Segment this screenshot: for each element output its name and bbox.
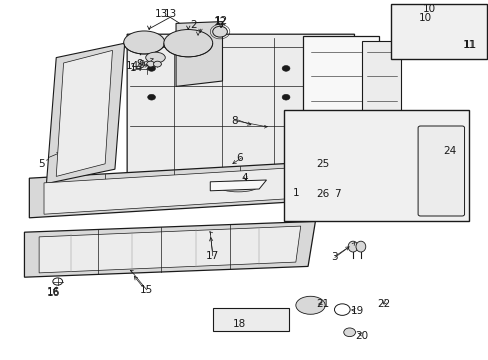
Ellipse shape: [218, 181, 257, 192]
Polygon shape: [56, 50, 112, 176]
Bar: [390, 4, 486, 59]
Ellipse shape: [145, 52, 165, 63]
Text: 5: 5: [38, 159, 45, 169]
Text: 12: 12: [214, 16, 227, 26]
Text: 24: 24: [442, 146, 456, 156]
Text: 16: 16: [47, 287, 61, 297]
Circle shape: [431, 36, 441, 43]
Ellipse shape: [223, 312, 277, 328]
Text: 15: 15: [140, 285, 153, 295]
Polygon shape: [46, 43, 124, 184]
Circle shape: [153, 61, 161, 67]
Polygon shape: [361, 41, 400, 178]
Text: 19: 19: [349, 306, 363, 316]
Text: 13: 13: [154, 9, 168, 19]
Bar: [283, 110, 468, 221]
Polygon shape: [176, 22, 222, 86]
Text: 4: 4: [241, 173, 247, 183]
Polygon shape: [44, 167, 298, 214]
Polygon shape: [210, 180, 266, 191]
Text: 11: 11: [462, 40, 475, 50]
Ellipse shape: [123, 31, 164, 54]
FancyBboxPatch shape: [417, 126, 464, 216]
Text: 3: 3: [331, 252, 338, 262]
Circle shape: [147, 66, 155, 71]
Polygon shape: [29, 162, 312, 218]
Text: 2: 2: [189, 20, 196, 30]
Text: 20: 20: [355, 330, 367, 341]
Circle shape: [282, 94, 289, 100]
Text: 18: 18: [232, 319, 246, 329]
Polygon shape: [127, 34, 354, 175]
Text: 6: 6: [236, 153, 243, 163]
Circle shape: [282, 66, 289, 71]
Polygon shape: [39, 226, 300, 273]
Text: 26: 26: [315, 189, 329, 199]
Text: 22: 22: [376, 299, 390, 309]
Circle shape: [313, 200, 322, 207]
Polygon shape: [303, 36, 378, 176]
Circle shape: [146, 61, 154, 67]
Text: 14: 14: [130, 63, 143, 73]
Text: 13: 13: [163, 9, 177, 19]
Text: 7: 7: [333, 189, 340, 199]
Text: 9: 9: [136, 59, 142, 69]
Polygon shape: [212, 308, 288, 331]
Circle shape: [343, 328, 355, 337]
Text: 16: 16: [47, 288, 61, 298]
Ellipse shape: [405, 31, 415, 46]
Text: 9: 9: [138, 60, 145, 70]
Text: 10: 10: [422, 4, 435, 14]
Text: 12: 12: [213, 17, 226, 27]
Text: 11: 11: [463, 40, 477, 50]
Text: 25: 25: [315, 159, 329, 169]
Text: 10: 10: [418, 13, 431, 23]
Polygon shape: [24, 221, 315, 277]
Ellipse shape: [295, 296, 325, 314]
Text: 17: 17: [205, 251, 219, 261]
Circle shape: [147, 94, 155, 100]
Ellipse shape: [355, 241, 365, 252]
Circle shape: [212, 26, 227, 37]
Ellipse shape: [163, 30, 212, 57]
Circle shape: [453, 33, 465, 41]
Ellipse shape: [398, 31, 407, 46]
Text: 14: 14: [125, 61, 139, 71]
Text: 8: 8: [231, 116, 238, 126]
Ellipse shape: [347, 241, 357, 252]
Text: 1: 1: [292, 188, 299, 198]
Text: 21: 21: [315, 299, 329, 309]
Circle shape: [308, 197, 326, 210]
